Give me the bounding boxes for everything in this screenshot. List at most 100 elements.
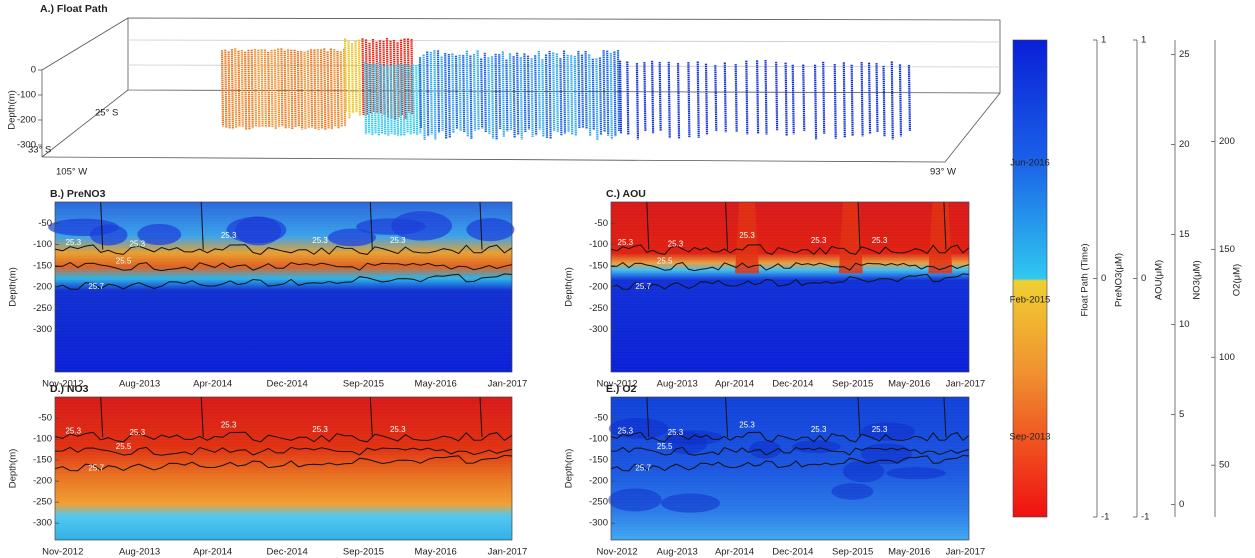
profile bbox=[813, 64, 818, 140]
x-tick-label: May-2016 bbox=[415, 379, 457, 390]
contour-label: 25.3 bbox=[312, 236, 328, 245]
profile bbox=[227, 51, 231, 129]
x-tick-label: Sep-2015 bbox=[832, 547, 873, 558]
contour-label: 25.7 bbox=[635, 464, 651, 473]
x-tick-label: Aug-2013 bbox=[657, 379, 698, 390]
y-tick-label: -50 bbox=[594, 218, 608, 229]
profile bbox=[867, 62, 872, 134]
profile bbox=[651, 60, 655, 134]
z-tick-label: -200 bbox=[17, 115, 36, 126]
x-tick-label: Sep-2015 bbox=[343, 547, 384, 558]
profile bbox=[784, 62, 788, 136]
y-tick-label: -100 bbox=[33, 239, 52, 250]
contour-line bbox=[646, 201, 650, 250]
profile bbox=[354, 40, 358, 113]
profile bbox=[316, 49, 320, 130]
x-tick-label: Jan-2017 bbox=[488, 379, 528, 390]
profile bbox=[526, 55, 531, 130]
plot-frame bbox=[610, 396, 970, 541]
profile bbox=[516, 52, 520, 136]
y-tick-label: -100 bbox=[589, 239, 608, 250]
x-tick-label: Nov-2012 bbox=[42, 379, 83, 390]
y-axis-label: Depth(m) bbox=[8, 449, 19, 489]
profile bbox=[676, 63, 681, 139]
profile bbox=[606, 50, 610, 136]
profile bbox=[399, 64, 403, 136]
contour-line bbox=[54, 244, 513, 255]
y-tick-label: -200 bbox=[589, 476, 608, 487]
x-tick-label: Nov-2012 bbox=[596, 379, 637, 390]
profile bbox=[357, 39, 362, 116]
contour-label: 25.3 bbox=[129, 240, 145, 249]
contour-label: 25.3 bbox=[618, 238, 634, 247]
profile bbox=[580, 54, 585, 129]
heatmap-patch bbox=[831, 483, 874, 500]
contour-label: 25.3 bbox=[618, 426, 634, 435]
profile bbox=[433, 50, 437, 140]
contour-line bbox=[479, 396, 483, 438]
axis-label: O2(μM) bbox=[1232, 264, 1243, 296]
heatmap-patch bbox=[608, 418, 669, 439]
contour-label: 25.3 bbox=[872, 236, 888, 245]
profile bbox=[756, 60, 760, 134]
profile bbox=[415, 64, 419, 136]
colorbar-tick-label: Feb-2015 bbox=[1010, 295, 1051, 306]
profile bbox=[907, 65, 912, 131]
z-tick-label: -300 bbox=[17, 140, 36, 151]
contour-line bbox=[857, 396, 861, 438]
x-tick-label: Nov-2012 bbox=[596, 547, 637, 558]
profile bbox=[389, 65, 393, 134]
contour-line bbox=[200, 201, 204, 250]
heatmap-patch bbox=[664, 430, 723, 445]
lon-label: 93° W bbox=[930, 167, 956, 178]
z-tick-label: 0 bbox=[31, 65, 36, 76]
axis-label: NO3(μM) bbox=[1192, 260, 1203, 299]
y-tick-label: -50 bbox=[38, 218, 52, 229]
contour-line bbox=[610, 261, 970, 272]
profile bbox=[363, 62, 368, 135]
profile bbox=[257, 49, 261, 127]
profile bbox=[696, 61, 700, 138]
profile bbox=[602, 50, 606, 132]
profile bbox=[501, 51, 505, 137]
profile bbox=[323, 48, 327, 130]
profile bbox=[875, 63, 879, 133]
x-tick-label: Sep-2015 bbox=[343, 379, 384, 390]
profile bbox=[436, 50, 441, 133]
profile bbox=[508, 53, 513, 130]
profile bbox=[422, 54, 426, 140]
profile bbox=[392, 63, 396, 135]
profile bbox=[379, 64, 384, 135]
contour-label: 25.3 bbox=[221, 421, 237, 430]
y-tick-label: -1 bbox=[1141, 512, 1149, 523]
heatmap-patch bbox=[328, 228, 376, 247]
axis-label: AOU(μM) bbox=[1154, 260, 1165, 300]
profile bbox=[429, 51, 433, 135]
y-tick-label: 0 bbox=[1141, 273, 1146, 284]
y-tick-label: -300 bbox=[33, 324, 52, 335]
y-tick-label: 20 bbox=[1179, 139, 1190, 150]
profile bbox=[667, 61, 671, 139]
profile bbox=[293, 49, 297, 128]
profile bbox=[658, 61, 662, 132]
contour-label: 25.3 bbox=[390, 236, 406, 245]
heatmap-patch bbox=[356, 218, 426, 235]
profile bbox=[548, 50, 552, 139]
y-tick-label: 50 bbox=[1219, 460, 1230, 471]
profile bbox=[234, 48, 238, 129]
lat-label: 33° S bbox=[28, 145, 51, 156]
heatmap-patch bbox=[137, 223, 182, 246]
contour-label: 25.5 bbox=[116, 257, 132, 266]
contour-label: 25.5 bbox=[116, 442, 132, 451]
x-tick-label: Apr-2014 bbox=[715, 547, 754, 558]
profile bbox=[273, 49, 277, 130]
colorbar-tick-label: Sep-2013 bbox=[1009, 432, 1050, 443]
profile bbox=[230, 49, 234, 130]
profile bbox=[444, 53, 448, 139]
x-tick-label: Apr-2014 bbox=[193, 547, 232, 558]
y-tick-label: 1 bbox=[1141, 35, 1146, 46]
panel-a-title: A.) Float Path bbox=[40, 3, 108, 15]
profile bbox=[530, 58, 534, 137]
profile bbox=[402, 64, 406, 136]
profile bbox=[347, 41, 351, 119]
